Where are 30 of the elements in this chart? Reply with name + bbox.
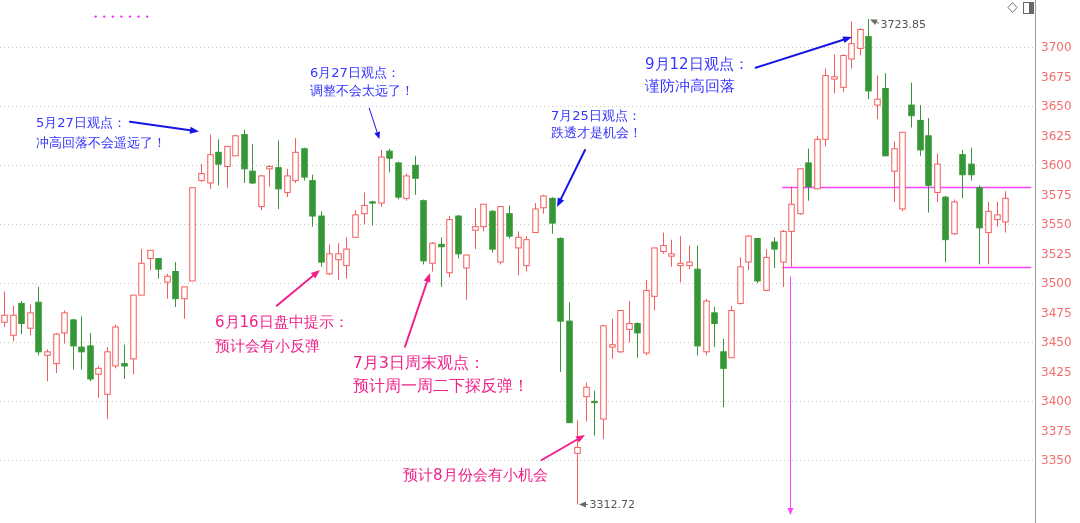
ytick-label: 3700 (1041, 40, 1072, 55)
ytick-label: 3625 (1041, 128, 1072, 143)
ytick-label: 3400 (1041, 394, 1072, 409)
ytick-label: 3525 (1041, 246, 1072, 261)
ytick-label: 3375 (1041, 423, 1072, 438)
annotation: 预计8月份会有小机会 (403, 465, 548, 484)
annotation: 调整不会太远了！ (310, 82, 414, 98)
annotation: 6月16日盘中提示： (215, 313, 349, 331)
ytick-label: 3425 (1041, 364, 1072, 379)
annotation: 跌透才是机会！ (551, 125, 642, 140)
annotation: 谨防冲高回落 (645, 76, 735, 95)
ytick-label: 3575 (1041, 187, 1072, 202)
ytick-label: 3550 (1041, 217, 1072, 232)
annotation: 9月12日观点： (645, 55, 749, 73)
annotation: 7月25日观点： (551, 107, 641, 123)
ytick-label: 3350 (1041, 453, 1072, 468)
ytick-label: 3475 (1041, 305, 1072, 320)
annotation: 预计会有小反弹 (215, 336, 320, 355)
annotation: 预计周一周二下探反弹！ (352, 376, 529, 395)
ytick-label: 3600 (1041, 158, 1072, 173)
annotation: 3723.85 (880, 18, 926, 32)
annotation: 冲高回落不会遥远了！ (36, 134, 166, 150)
ytick-label: 3650 (1041, 99, 1072, 114)
ytick-label: 3450 (1041, 335, 1072, 350)
ytick-label: 3675 (1041, 69, 1072, 84)
annotation: 5月27日观点： (36, 114, 126, 130)
annotation: 6月27日观点： (310, 65, 400, 80)
annotation: 7月3日周末观点： (352, 352, 486, 372)
annotation: 3312.72 (589, 497, 635, 511)
ytick-label: 3500 (1041, 276, 1072, 291)
